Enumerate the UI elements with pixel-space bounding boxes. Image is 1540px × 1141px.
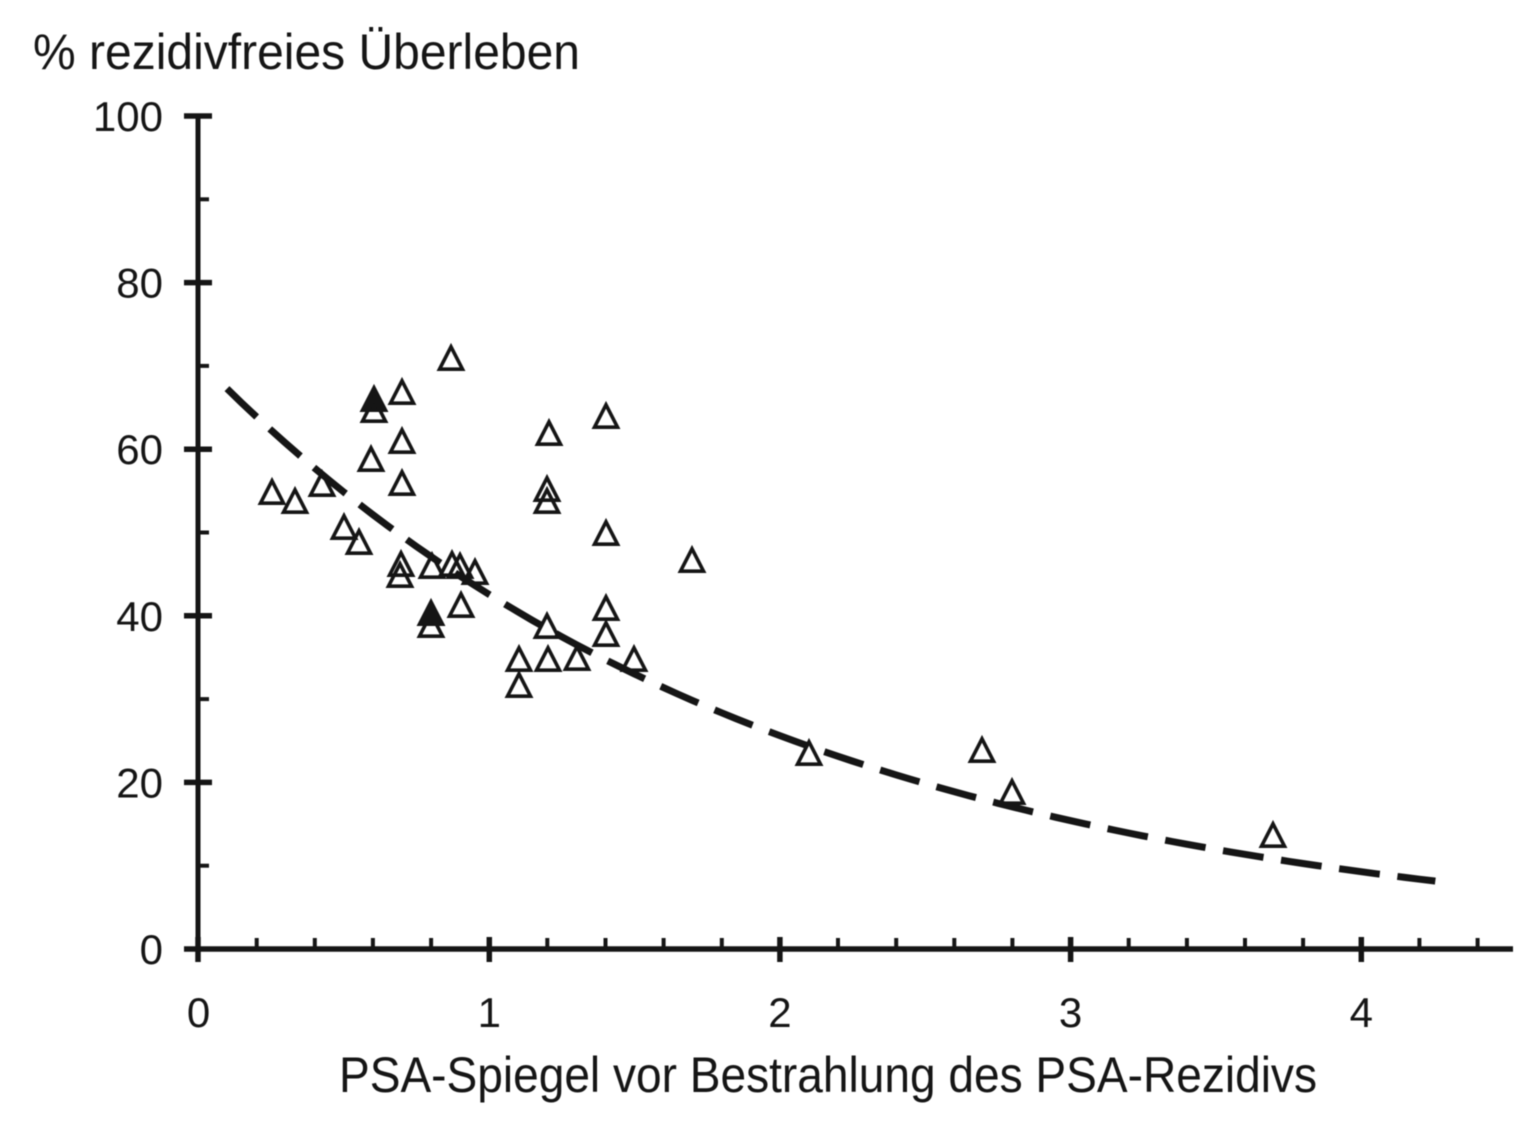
svg-text:0: 0: [187, 989, 210, 1036]
svg-text:60: 60: [116, 426, 163, 473]
svg-text:40: 40: [116, 593, 163, 640]
svg-text:100: 100: [93, 93, 163, 140]
svg-text:% rezidivfreies Überleben: % rezidivfreies Überleben: [33, 24, 580, 80]
svg-text:2: 2: [768, 989, 791, 1036]
svg-text:3: 3: [1059, 989, 1082, 1036]
svg-text:80: 80: [116, 260, 163, 307]
svg-text:20: 20: [116, 759, 163, 806]
svg-text:4: 4: [1350, 989, 1373, 1036]
svg-text:1: 1: [478, 989, 501, 1036]
svg-text:0: 0: [140, 926, 163, 973]
svg-text:PSA-Spiegel vor Bestrahlung de: PSA-Spiegel vor Bestrahlung des PSA-Rezi…: [339, 1047, 1317, 1103]
